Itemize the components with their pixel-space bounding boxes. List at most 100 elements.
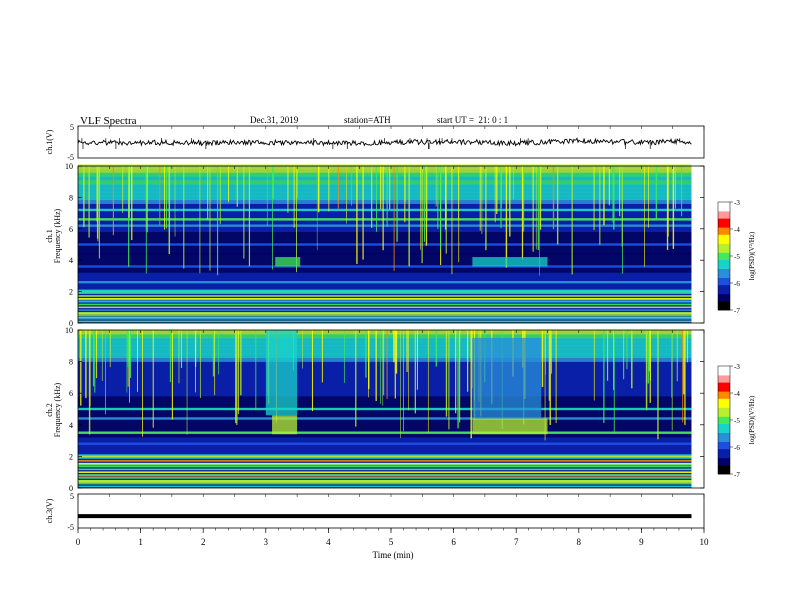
spectrogram-band: [78, 290, 692, 293]
colorbar-segment: [718, 212, 730, 215]
time-axis-tick-label: 5: [389, 537, 394, 547]
spectrogram-upper-noise: [78, 199, 692, 204]
colorbar-tick-label: -3: [734, 199, 740, 207]
colorbar-segment: [718, 288, 730, 291]
spectrogram-low-band: [78, 317, 692, 320]
colorbar-segment: [718, 270, 730, 273]
spectrogram-low-band: [78, 289, 692, 292]
colorbar-segment: [718, 259, 730, 262]
spectrogram-upper-noise: [78, 176, 692, 181]
ch2-spectrogram-ylabel-frequency: Frequency (kHz): [53, 382, 62, 437]
colorbar-tick-label: -5: [734, 417, 740, 425]
colorbar-segment: [718, 207, 730, 210]
spectrogram-low-band: [78, 300, 692, 303]
spectrogram-low-band: [78, 314, 692, 317]
ch2-spectrogram-image: [78, 330, 704, 488]
spectrogram-burst: [472, 418, 548, 435]
ch1-spectrogram-panel: 0 2 4 6 8 10 ch.1 Frequency (kHz) -3 -4 -5 -6 -7 l…: [45, 162, 756, 328]
spectrogram-low-band: [78, 482, 692, 485]
colorbar-segment: [718, 284, 730, 287]
colorbar-segment: [718, 227, 730, 230]
ch1-ytick-top: 5: [70, 123, 74, 132]
spectrogram-upper-noise: [78, 349, 692, 354]
spectrogram-burst: [275, 257, 301, 267]
spectrogram-ytick-label: 10: [65, 162, 73, 171]
colorbar-segment: [718, 384, 730, 387]
spectrogram-low-band: [78, 485, 692, 488]
colorbar-segment: [718, 266, 730, 269]
spectrogram-upper-noise: [78, 164, 692, 169]
colorbar-segment: [718, 214, 730, 217]
colorbar-segment: [718, 238, 730, 241]
spectrogram-upper-noise: [78, 191, 692, 197]
colorbar-segment: [718, 239, 730, 242]
spectrogram-ytick-label: 8: [69, 358, 73, 367]
spectrogram-low-band: [78, 471, 692, 473]
colorbar-segment: [718, 371, 730, 374]
colorbar-segment: [718, 220, 730, 223]
spectrogram-band: [78, 224, 692, 227]
spectrogram-low-band: [78, 465, 692, 468]
colorbar-segment: [718, 369, 730, 372]
colorbar-segment: [718, 367, 730, 370]
colorbar-segment: [718, 378, 730, 381]
ch2-colorbar: -3 -4 -5 -6 -7 log(PSD)(V²/Hz): [717, 363, 756, 479]
colorbar-segment: [718, 257, 730, 260]
colorbar-segment: [718, 302, 730, 305]
colorbar-segment: [718, 432, 730, 435]
spectrogram-upper-noise: [78, 337, 692, 343]
colorbar-segment: [718, 434, 730, 437]
colorbar-segment: [718, 418, 730, 421]
spectrogram-band: [78, 265, 692, 268]
ch3-waveform-panel: 5 -5 ch.3(V): [45, 492, 705, 532]
spectrogram-burst: [272, 415, 298, 435]
colorbar-segment: [718, 416, 730, 419]
ch1-spikes: [81, 138, 681, 150]
colorbar-segment: [718, 376, 730, 379]
spectrogram-low-band: [78, 457, 692, 459]
colorbar-segment: [718, 221, 730, 224]
colorbar-segment: [718, 375, 730, 378]
colorbar-segment: [718, 216, 730, 219]
time-axis-tick-label: 4: [326, 537, 331, 547]
colorbar-segment: [718, 439, 730, 442]
spectrogram-band: [78, 218, 692, 221]
colorbar-segment: [718, 211, 730, 214]
colorbar-segment: [718, 466, 730, 469]
colorbar-segment: [718, 373, 730, 376]
colorbar-label: log(PSD)(V²/Hz): [748, 395, 756, 444]
colorbar-tick-label: -6: [734, 280, 740, 288]
spectrogram-band: [78, 417, 692, 420]
spectrogram-ytick-label: 4: [69, 421, 73, 430]
colorbar-segment: [718, 447, 730, 450]
spectrogram-low-band: [78, 309, 692, 311]
spectrogram-low-band: [78, 462, 692, 465]
colorbar-segment: [718, 218, 730, 221]
colorbar-segment: [718, 400, 730, 403]
spectrogram-low-band: [78, 295, 692, 297]
ch1-spectrogram-image: [78, 164, 704, 323]
colorbar-segment: [718, 438, 730, 441]
colorbar-segment: [718, 429, 730, 432]
colorbar-segment: [718, 223, 730, 226]
colorbar-segment: [718, 421, 730, 424]
spectrogram-dark-band: [78, 396, 692, 438]
colorbar-tick-label: -5: [734, 253, 740, 261]
time-axis-tick-label: 8: [577, 537, 582, 547]
ch1-ylabel: ch.1(V): [45, 129, 54, 154]
colorbar-segment: [718, 443, 730, 446]
spectrogram-upper-noise: [78, 187, 692, 193]
spectrogram-ytick-label: 2: [69, 452, 73, 461]
ch2-spectrogram-yticks: 0 2 4 6 8 10: [65, 326, 704, 493]
spectrogram-band: [78, 442, 692, 445]
colorbar-segment: [718, 398, 730, 401]
colorbar-segment: [718, 450, 730, 453]
colorbar-segment: [718, 252, 730, 255]
spectrogram-low-band: [78, 298, 692, 300]
colorbar-segment: [718, 203, 730, 206]
spectrogram-band: [78, 280, 692, 284]
spectrogram-burst: [472, 337, 542, 419]
colorbar-segment: [718, 430, 730, 433]
